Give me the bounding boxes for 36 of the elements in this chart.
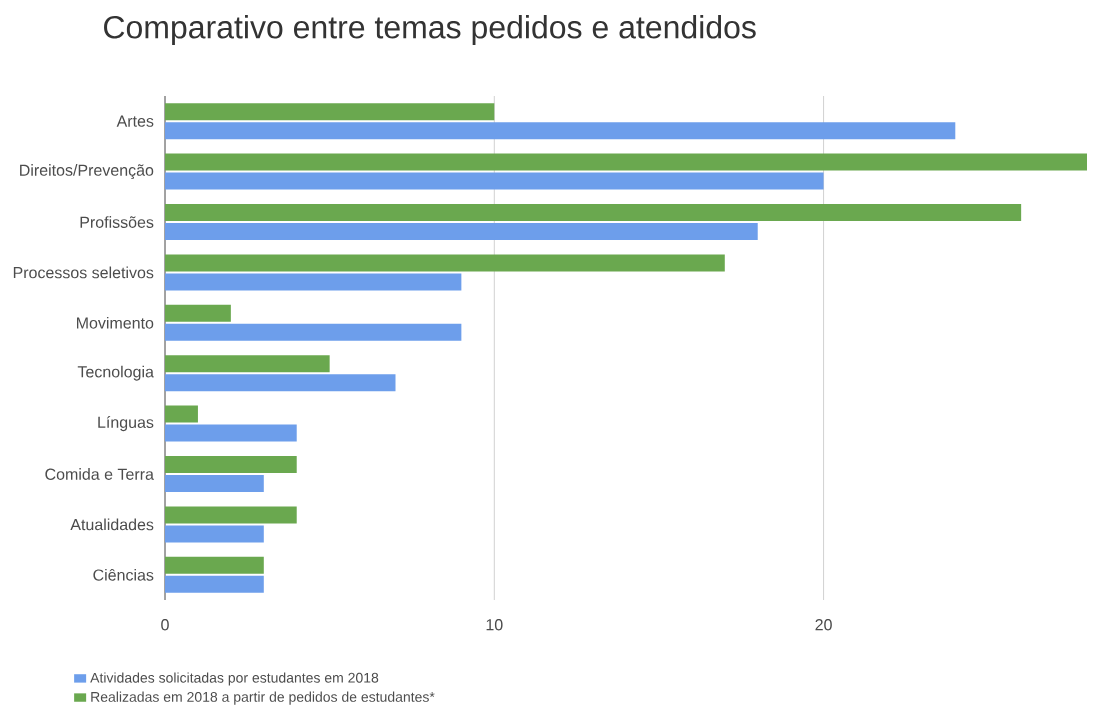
bar — [165, 405, 198, 423]
legend-label: Atividades solicitadas por estudantes em 2018 — [90, 672, 379, 686]
chart-title: Comparativo entre temas pedidos e atendidos — [104, 15, 756, 46]
bar — [165, 506, 297, 524]
y-tick-label: Ciências — [93, 569, 154, 581]
y-tick-label: Direitos/Prevenção — [20, 164, 154, 180]
legend-label: Realizadas em 2018 a partir de pedidos de estudantes* — [91, 691, 435, 705]
x-tick-label: 10 — [486, 619, 503, 631]
y-tick-label: Comida e Terra — [45, 468, 154, 481]
bar — [165, 323, 462, 341]
y-tick-label: Artes — [116, 115, 154, 127]
bar — [165, 556, 264, 574]
bar — [165, 204, 1022, 222]
bar — [165, 575, 264, 593]
y-tick-label: Tecnologia — [77, 365, 154, 381]
bar — [165, 103, 495, 121]
y-tick-label: Profissões — [80, 216, 154, 229]
bar — [165, 475, 264, 493]
bar — [165, 223, 758, 241]
bar — [165, 122, 956, 140]
bar — [165, 374, 396, 392]
bar — [165, 254, 725, 272]
bar — [165, 172, 824, 190]
bar — [165, 355, 330, 373]
bar — [165, 273, 462, 291]
bar — [165, 153, 1087, 171]
x-tick-label: 20 — [815, 619, 832, 631]
bar — [165, 424, 297, 442]
y-tick-label: Línguas — [98, 416, 154, 432]
y-tick-label: Processos seletivos — [13, 266, 154, 279]
y-tick-label: Atualidades — [70, 518, 154, 531]
bar — [165, 304, 231, 322]
x-tick-label: 0 — [161, 619, 169, 631]
bar — [165, 456, 297, 474]
bar — [165, 525, 264, 543]
y-tick-label: Movimento — [77, 317, 154, 329]
